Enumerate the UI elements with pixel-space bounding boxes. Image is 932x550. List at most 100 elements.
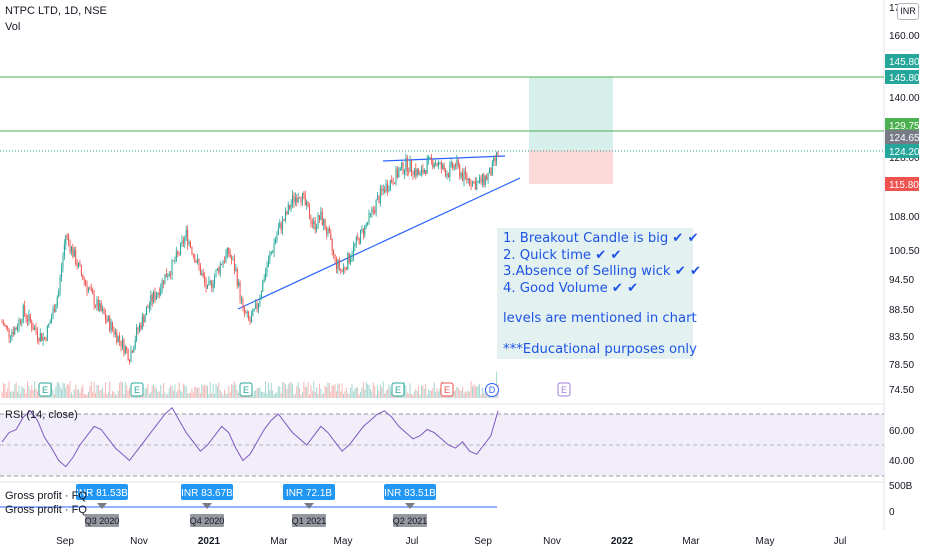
volume-bar — [382, 381, 384, 398]
time-tick: Jul — [406, 536, 419, 547]
candle-body — [471, 180, 473, 186]
volume-bar — [172, 390, 174, 398]
stop-zone[interactable] — [529, 150, 613, 184]
candle-body — [260, 291, 262, 298]
gross-profit-badge[interactable] — [283, 484, 335, 500]
candle-body — [388, 189, 390, 191]
event-letter: E — [243, 385, 249, 395]
volume-bar — [34, 381, 36, 398]
candle-body — [140, 324, 142, 329]
candle-body — [394, 183, 396, 185]
candle-body — [5, 325, 7, 327]
volume-bar — [352, 391, 354, 398]
candle-body — [28, 314, 30, 322]
volume-bar — [466, 392, 468, 398]
volume-bar — [343, 394, 345, 398]
candle-body — [273, 243, 275, 252]
candle-body — [310, 218, 312, 224]
candle-body — [338, 260, 340, 269]
volume-bar — [351, 384, 353, 398]
ascending-trendline[interactable] — [237, 177, 521, 310]
volume-bar — [209, 382, 211, 398]
rsi-tick: 40.00 — [889, 456, 914, 467]
candle-body — [150, 294, 152, 306]
resistance-trendline[interactable] — [382, 155, 506, 162]
volume-bar — [204, 384, 206, 398]
quarter-label: Q2 2021 — [393, 516, 428, 526]
price-badge — [885, 177, 919, 191]
candle-body — [294, 197, 296, 203]
candle-body — [406, 157, 408, 172]
candle-body — [22, 305, 24, 322]
volume-bar — [175, 392, 177, 398]
volume-bar — [334, 384, 336, 398]
volume-bar — [456, 386, 458, 398]
candle-body — [277, 227, 279, 235]
earnings-marker[interactable] — [130, 382, 144, 397]
volume-bar — [297, 382, 299, 398]
candle-body — [191, 247, 193, 254]
volume-bar — [335, 391, 337, 398]
candle-body — [124, 346, 126, 354]
volume-bar — [194, 386, 196, 398]
volume-bar — [284, 383, 286, 398]
dividend-marker[interactable] — [485, 383, 499, 397]
candle-body — [333, 250, 335, 255]
volume-bar — [384, 393, 386, 398]
gross-profit-badge[interactable] — [181, 484, 233, 500]
gross-profit-badge[interactable] — [76, 484, 128, 500]
volume-bar — [331, 385, 333, 398]
candle-body — [377, 196, 379, 201]
volume-bar — [206, 386, 208, 398]
time-axis[interactable]: Sep Nov 2021 Mar May Jul Sep Nov 2022 Mar May Jul — [56, 536, 846, 547]
target-zone[interactable] — [529, 77, 613, 150]
time-tick: Nov — [543, 536, 561, 547]
candle-body — [442, 164, 444, 169]
volume-bar — [28, 386, 30, 398]
candle-body — [95, 306, 97, 308]
candle-body — [85, 280, 87, 285]
candle-body — [330, 233, 332, 240]
candle-body — [52, 308, 54, 318]
volume-bar — [294, 393, 296, 398]
volume-bar — [216, 386, 218, 398]
note-line: 1. Breakout Candle is big ✔ ✔ — [503, 231, 699, 246]
earnings-marker[interactable] — [38, 382, 52, 397]
candle-body — [365, 223, 367, 226]
candle-body — [35, 327, 37, 332]
volume-bar — [143, 394, 145, 398]
volume-bar — [97, 385, 99, 398]
volume-bar — [266, 393, 268, 398]
candle-body — [92, 289, 94, 294]
candle-body — [413, 168, 415, 175]
volume-bar — [313, 381, 315, 398]
earnings-marker[interactable] — [239, 382, 253, 397]
volume-bar — [345, 387, 347, 398]
volume-bar — [120, 381, 122, 398]
price-badge-text: 145.80 — [889, 73, 920, 84]
price-badge — [885, 130, 919, 144]
candle-body — [395, 168, 397, 184]
volume-bar — [121, 382, 123, 398]
candle-body — [69, 241, 71, 252]
candle-body — [374, 210, 376, 213]
earnings-marker[interactable] — [391, 382, 405, 397]
currency-button[interactable]: INR — [897, 3, 919, 20]
candle-body — [463, 170, 465, 181]
earnings-marker[interactable] — [440, 382, 454, 397]
earnings-marker[interactable] — [557, 382, 571, 397]
volume-bar — [181, 392, 183, 398]
candle-body — [180, 242, 182, 255]
volume-bar — [170, 385, 172, 398]
candle-body — [328, 228, 330, 234]
rsi-tick: 60.00 — [889, 426, 914, 437]
candle-body — [280, 222, 282, 230]
candle-body — [157, 292, 159, 296]
volume-bar — [333, 385, 335, 398]
candle-body — [123, 339, 125, 354]
candle-body — [172, 260, 174, 262]
candle-body — [199, 265, 201, 275]
gross-profit-badge[interactable] — [384, 484, 436, 500]
